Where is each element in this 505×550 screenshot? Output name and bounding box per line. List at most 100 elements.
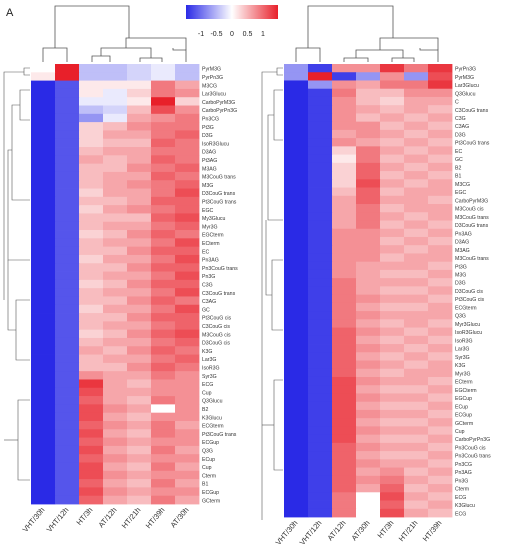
heatmap-cell xyxy=(380,344,405,353)
heatmap-cell xyxy=(103,346,128,355)
heatmap-cell xyxy=(103,321,128,331)
heatmap-cell xyxy=(284,294,309,304)
heatmap-cell xyxy=(31,454,56,463)
heatmap-cell xyxy=(356,261,381,271)
heatmap-cell xyxy=(428,105,453,114)
heatmap-cell xyxy=(79,171,104,181)
heatmap-cell xyxy=(79,196,104,206)
heatmap-cell xyxy=(332,228,357,238)
row-label: GCterm xyxy=(202,498,220,504)
heatmap-cell xyxy=(103,271,128,281)
heatmap-cell xyxy=(175,80,200,90)
heatmap-cell xyxy=(356,212,381,221)
row-label: Lar3G xyxy=(455,347,469,353)
heatmap-cell xyxy=(151,138,176,148)
heatmap-cell xyxy=(175,462,200,472)
color-key-tick: -0.5 xyxy=(210,31,222,38)
heatmap-cell xyxy=(332,294,357,304)
heatmap-cell xyxy=(127,254,152,264)
row-label: ECup xyxy=(202,457,215,463)
heatmap-cell xyxy=(428,327,453,337)
heatmap-cell xyxy=(356,368,381,378)
heatmap-cell xyxy=(284,467,309,477)
heatmap-cell xyxy=(103,155,128,165)
heatmap-cell xyxy=(55,105,80,115)
color-key-tick: 1 xyxy=(261,31,265,38)
heatmap-cell xyxy=(175,396,200,405)
heatmap-cell xyxy=(127,246,152,256)
heatmap-cell xyxy=(308,484,333,493)
heatmap-cell xyxy=(404,105,429,114)
row-labels-a: PyrM3G PyrPn3G M3CG Lar3Glucu CarboPyrM3G Car… xyxy=(202,67,238,505)
heatmap-cell xyxy=(55,271,80,281)
heatmap-cell xyxy=(103,180,128,189)
heatmap-cell xyxy=(308,335,333,345)
heatmap-cell xyxy=(308,80,333,90)
heatmap-cell xyxy=(404,269,429,279)
row-label: Cup xyxy=(202,465,212,471)
row-label: My3Glucu xyxy=(202,216,225,222)
heatmap-cell xyxy=(31,437,56,447)
heatmap-cell xyxy=(127,362,152,372)
heatmap-cell xyxy=(151,213,176,223)
row-label: IsoR3Glucu xyxy=(455,330,482,336)
heatmap-cell xyxy=(31,396,56,405)
heatmap-cell xyxy=(308,352,333,361)
row-label: Pn3CG xyxy=(455,462,472,468)
row-label: M3CG xyxy=(455,182,470,188)
row-label: ECG xyxy=(455,495,466,501)
heatmap-cell xyxy=(428,138,453,147)
column-label: HT/3h xyxy=(376,519,396,540)
heatmap-cell xyxy=(31,445,56,455)
row-label: Lar3Glucu xyxy=(455,83,479,89)
heatmap-cell xyxy=(404,294,429,304)
heatmap-cell xyxy=(428,385,453,394)
heatmap-cell xyxy=(380,484,405,493)
heatmap-cell xyxy=(151,420,176,430)
heatmap-cell xyxy=(332,319,357,328)
heatmap-cell xyxy=(284,162,309,172)
row-label: K3G xyxy=(202,349,212,355)
heatmap-cell xyxy=(31,171,56,181)
row-label: ECG xyxy=(455,511,466,517)
heatmap-cell xyxy=(332,261,357,271)
row-label: C3CouG trans xyxy=(455,108,489,114)
heatmap-cell xyxy=(380,393,405,403)
heatmap-cell xyxy=(428,286,453,296)
heatmap-cell xyxy=(284,409,309,419)
heatmap-cell xyxy=(356,352,381,361)
heatmap-cell xyxy=(332,269,357,279)
heatmap-cell xyxy=(404,484,429,493)
heatmap-cell xyxy=(55,138,80,148)
heatmap-cell xyxy=(103,387,128,397)
heatmap-cell xyxy=(308,492,333,501)
heatmap-cell xyxy=(332,179,357,188)
column-label: AT/12h xyxy=(96,506,118,530)
heatmap-cell xyxy=(55,64,80,73)
heatmap-cell xyxy=(428,508,453,518)
heatmap-cell xyxy=(55,462,80,472)
heatmap-cell xyxy=(151,88,176,98)
heatmap-cell xyxy=(79,221,104,231)
heatmap-cell xyxy=(332,451,357,460)
heatmap-cell xyxy=(55,429,80,438)
heatmap-cell xyxy=(175,495,200,505)
heatmap-cell xyxy=(31,88,56,98)
heatmap-cell xyxy=(103,72,128,81)
heatmap-cell xyxy=(103,470,128,480)
heatmap-cell xyxy=(284,195,309,205)
heatmap-cell xyxy=(380,204,405,213)
heatmap-cell xyxy=(79,437,104,447)
heatmap-cell xyxy=(380,459,405,468)
column-label: HT/39h xyxy=(144,506,167,531)
heatmap-cell xyxy=(31,429,56,438)
heatmap-cell xyxy=(380,508,405,518)
heatmap-cell xyxy=(332,154,357,164)
heatmap-cell xyxy=(31,230,56,239)
heatmap-cell xyxy=(428,253,453,263)
heatmap-cell xyxy=(127,487,152,497)
heatmap-cell xyxy=(428,204,453,213)
heatmap-cell xyxy=(428,492,453,501)
heatmap-cell xyxy=(380,236,405,246)
